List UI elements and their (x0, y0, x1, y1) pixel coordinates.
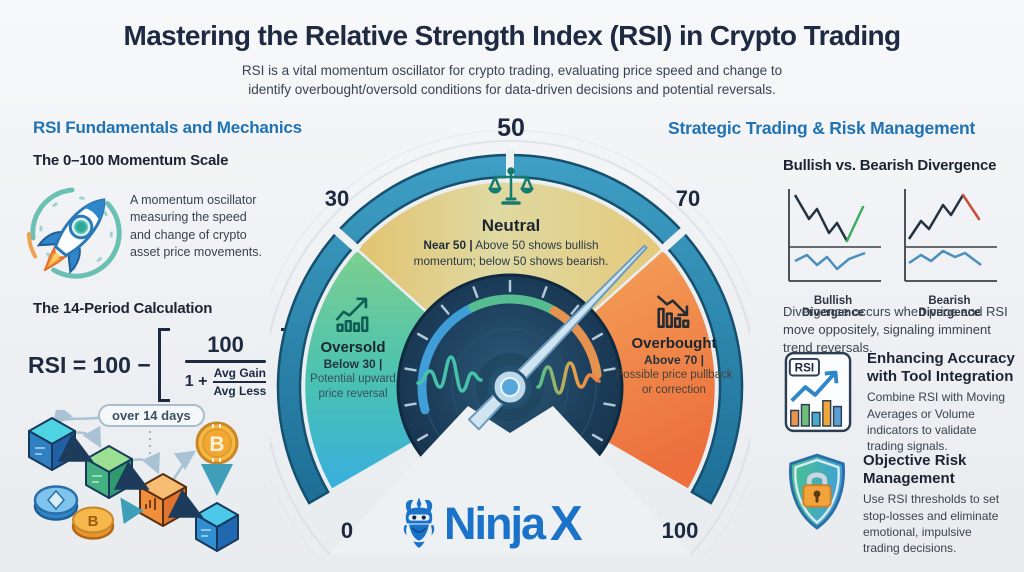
page-title: Mastering the Relative Strength Index (R… (123, 20, 901, 51)
tool-title-line1: Enhancing Accuracy (867, 350, 1015, 367)
overbought-zone: Overbought Above 70 | Possible price pul… (612, 290, 736, 398)
formula-lhs: RSI = 100 − (28, 351, 151, 378)
bitcoin-coin: B (195, 421, 239, 465)
tool-integration-block: RSI Enhancing Accuracy with Tool Integra… (783, 350, 1015, 455)
risk-title-line2: Management (863, 469, 955, 487)
gauge-tick-marks (404, 279, 616, 442)
bitcoin-coin-side: B (71, 506, 115, 540)
tool-description: Combine RSI with Moving Averages or Volu… (867, 390, 1006, 454)
svg-text:B: B (209, 433, 224, 456)
overbought-zone-label: Overbought (631, 335, 717, 352)
formula-left-bracket (157, 328, 170, 402)
momentum-scale-description: A momentum oscillator measuring the spee… (130, 193, 262, 259)
gauge-tick-50: 50 (497, 114, 525, 142)
oversold-zone: Oversold Below 30 | Potential upward pri… (297, 294, 409, 402)
chart-down-icon (656, 295, 690, 328)
brand-logo: Ninja X (400, 496, 583, 552)
balance-scale-icon (488, 167, 534, 205)
right-section-heading: Strategic Trading & Risk Management (668, 118, 976, 138)
subtitle-line-2: identify overbought/oversold conditions … (248, 81, 776, 97)
neutral-threshold: Near 50 | (423, 238, 473, 252)
neutral-zone-label: Neutral (481, 216, 541, 235)
bullish-divergence-chart: Bullish Divergence (783, 185, 883, 319)
bearish-divergence-chart: Bearish Divergence (899, 185, 999, 319)
page-subtitle: RSI is a vital momentum oscillator for c… (0, 62, 1024, 100)
brand-suffix: X (550, 497, 583, 551)
gain-loss-fraction: Avg Gain Avg Less (213, 366, 267, 398)
crypto-flow-diagram: B B (28, 410, 239, 552)
crypto-cube-cyan (195, 502, 239, 552)
risk-management-block: Objective Risk Management Use RSI thresh… (785, 452, 1005, 557)
neutral-zone: Neutral Near 50 | Above 50 shows bullish… (398, 167, 624, 270)
neutral-desc-text: Above 50 shows bullish momentum; below 5… (413, 238, 609, 268)
rocket-icon (26, 183, 126, 283)
overbought-threshold: Above 70 | (643, 353, 705, 367)
calculation-title: The 14-Period Calculation (33, 300, 213, 317)
gauge-tick-100: 100 (661, 518, 699, 543)
overbought-description: Possible price pullback or correction (615, 369, 733, 396)
divergence-title: Bullish vs. Bearish Divergence (783, 157, 997, 174)
rsi-icon-label: RSI (795, 362, 814, 375)
waveform-left (416, 355, 483, 393)
gauge-tick-0: 0 (340, 518, 354, 543)
left-section-heading: RSI Fundamentals and Mechanics (33, 118, 302, 137)
gauge-tick-70: 70 (675, 186, 701, 211)
gauge-outer-ring (276, 153, 744, 505)
ninja-helmet-icon (403, 497, 435, 548)
neutral-zone-description: Near 50 | Above 50 shows bullish momentu… (398, 238, 624, 270)
avg-loss-label: Avg Less (213, 384, 267, 398)
avg-gain-label: Avg Gain (213, 366, 267, 380)
divergence-description: Divergence occurs when price and RSI mov… (783, 304, 1008, 355)
oversold-zone-label: Oversold (320, 339, 386, 356)
risk-title-line1: Objective Risk (863, 452, 967, 469)
brand-name: Ninja (444, 498, 546, 549)
crypto-cube-green (85, 445, 133, 499)
bearish-divergence-label: Bearish Divergence (918, 295, 981, 319)
rsi-tool-icon: RSI (784, 351, 852, 433)
risk-description: Use RSI thresholds to set stop-losses an… (863, 492, 1000, 556)
fraction-line (184, 360, 267, 363)
formula-fraction: 100 1 + Avg Gain Avg Less (177, 328, 275, 402)
bullish-divergence-label: Bullish Divergence (801, 295, 864, 319)
crypto-cube-blue (28, 417, 76, 471)
chart-up-icon (335, 297, 369, 332)
svg-text:B: B (88, 513, 99, 530)
ethereum-coin (33, 485, 79, 521)
gauge-tick-30: 30 (324, 186, 350, 211)
subtitle-line-1: RSI is a vital momentum oscillator for c… (241, 63, 783, 78)
divergence-charts: Bullish Divergence Bearish Divergence (783, 185, 999, 319)
oversold-description: Potential upward price reversal (310, 373, 396, 400)
oversold-threshold: Below 30 | (323, 357, 383, 371)
tool-title-line2: with Tool Integration (867, 367, 1014, 385)
rsi-formula: RSI = 100 − 100 1 + Avg Gain Avg Less (28, 328, 294, 402)
period-label-pill: over 14 days (98, 404, 205, 427)
waveform-right (536, 361, 601, 395)
period-label: over 14 days (112, 408, 191, 423)
fraction-numerator: 100 (207, 332, 244, 357)
momentum-scale-title: The 0–100 Momentum Scale (33, 152, 229, 169)
shield-lock-icon (789, 453, 845, 530)
denominator-prefix: 1 + (184, 373, 208, 390)
